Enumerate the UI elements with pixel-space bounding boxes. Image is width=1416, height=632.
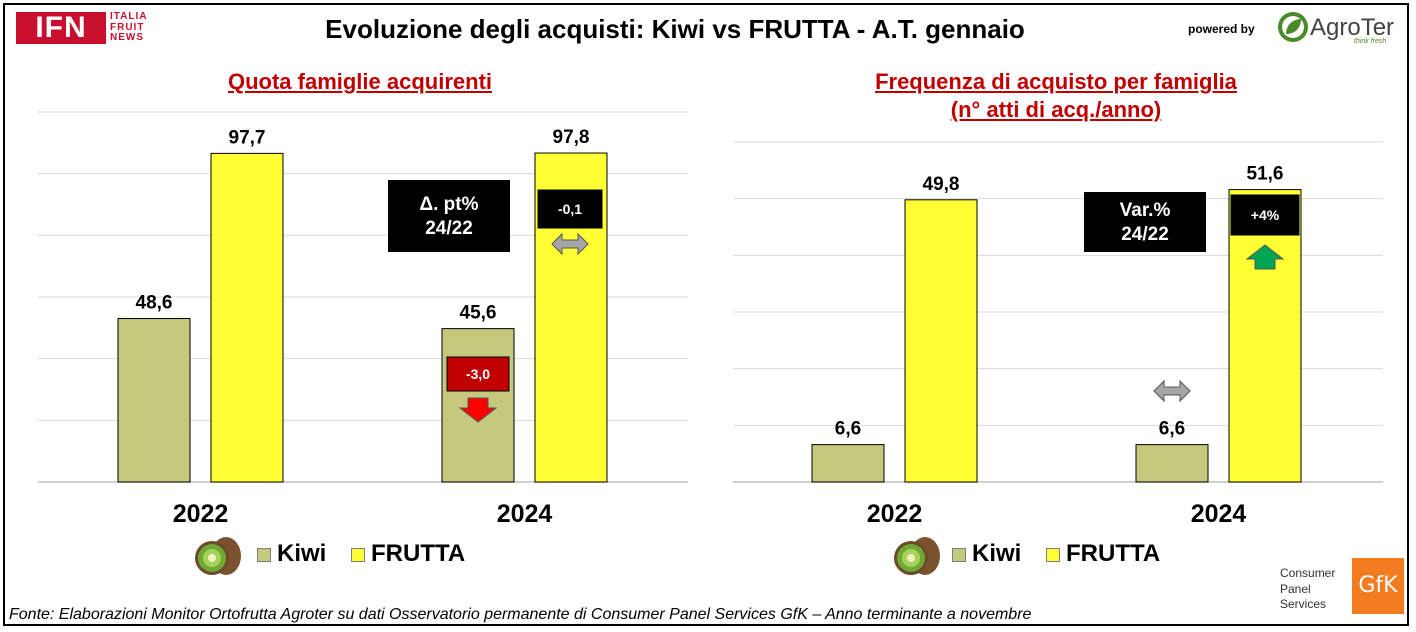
left-legend: Kiwi FRUTTA <box>193 534 493 578</box>
agroter-logo: AgroTer think fresh <box>1276 8 1406 48</box>
kiwi-fruit-icon <box>195 537 241 575</box>
right-chart-title-line2: (n° atti di acq./anno) <box>950 97 1162 122</box>
category-label: 2024 <box>1191 500 1247 528</box>
up-arrow-icon <box>1245 244 1285 270</box>
gfk-logo: GfK <box>1352 558 1404 614</box>
ifn-sub-2: FRUIT <box>110 21 145 33</box>
agroter-tagline: think fresh <box>1354 38 1387 45</box>
gfk-caption-line1: Consumer <box>1280 566 1336 580</box>
data-label: 97,7 <box>229 127 266 148</box>
category-label: 2022 <box>867 500 923 528</box>
ifn-logo-mark: IFN <box>16 12 106 44</box>
right-legend: Kiwi FRUTTA <box>892 534 1192 578</box>
data-label: 49,8 <box>923 174 960 195</box>
change-badge <box>446 356 510 392</box>
bar-frutta-2022 <box>904 199 978 483</box>
annotation-box-text: 24/22 <box>1121 224 1169 245</box>
bar-frutta-2024 <box>1228 189 1302 483</box>
legend-kiwi-label: Kiwi <box>277 540 327 567</box>
right-chart-title-line1: Frequenza di acquisto per famiglia <box>875 69 1237 94</box>
data-label: 48,6 <box>136 293 173 314</box>
source-note: Fonte: Elaborazioni Monitor Ortofrutta A… <box>9 606 1032 623</box>
bar-frutta-2022 <box>210 152 284 483</box>
bar-kiwi-2024 <box>441 328 515 483</box>
bar-kiwi-2022 <box>811 444 885 483</box>
data-label: 51,6 <box>1247 164 1284 185</box>
data-label: 45,6 <box>460 303 497 324</box>
neutral-arrow-icon <box>551 232 589 256</box>
legend-kiwi-swatch <box>257 548 271 562</box>
legend-frutta-swatch <box>1046 548 1060 562</box>
figure-frame <box>3 3 1409 626</box>
left-chart-title-text: Quota famiglie acquirenti <box>227 69 493 94</box>
agroter-wordmark: AgroTer <box>1310 14 1395 41</box>
change-badge <box>1230 194 1300 236</box>
ifn-logo-subtitle: ITALIA FRUIT NEWS <box>110 11 170 44</box>
category-label: 2022 <box>173 500 229 528</box>
gfk-caption: Consumer Panel Services <box>1280 566 1350 613</box>
bar-kiwi-2024 <box>1135 444 1209 483</box>
legend-frutta-label: FRUTTA <box>1066 540 1161 567</box>
annotation-box-text: Δ. pt% <box>419 194 478 215</box>
legend-frutta-swatch <box>351 548 365 562</box>
agroter-leaf-icon <box>1278 12 1308 42</box>
change-badge-label: -3,0 <box>466 366 490 382</box>
change-badge <box>537 189 603 229</box>
left-chart-title: Quota famiglie acquirenti <box>150 68 570 96</box>
data-label: 97,8 <box>553 127 590 148</box>
change-badge-label: -0,1 <box>558 201 582 217</box>
data-label: 6,6 <box>1159 419 1185 440</box>
right-chart-title: Frequenza di acquisto per famiglia (n° a… <box>806 68 1306 124</box>
gfk-caption-line3: Services <box>1280 597 1327 611</box>
change-badge-label: +4% <box>1251 207 1280 223</box>
annotation-box <box>1084 192 1206 252</box>
annotation-box-text: Var.% <box>1120 200 1171 221</box>
ifn-logo: IFN ITALIA FRUIT NEWS <box>16 11 162 44</box>
category-label: 2024 <box>497 500 553 528</box>
powered-by-label: powered by <box>1188 22 1255 36</box>
annotation-box <box>388 180 510 252</box>
ifn-sub-1: ITALIA <box>110 11 148 22</box>
bar-kiwi-2022 <box>117 318 191 483</box>
gfk-caption-line2: Panel <box>1280 581 1311 596</box>
down-arrow-icon <box>458 397 498 423</box>
legend-kiwi-label: Kiwi <box>972 540 1022 567</box>
ifn-sub-3: NEWS <box>110 32 144 43</box>
legend-frutta-label: FRUTTA <box>371 540 466 567</box>
annotation-box-text: 24/22 <box>425 218 473 239</box>
main-title: Evoluzione degli acquisti: Kiwi vs FRUTT… <box>325 14 1025 44</box>
neutral-arrow-icon <box>1153 379 1191 403</box>
legend-kiwi-swatch <box>952 548 966 562</box>
kiwi-fruit-icon <box>894 537 940 575</box>
data-label: 6,6 <box>835 419 861 440</box>
